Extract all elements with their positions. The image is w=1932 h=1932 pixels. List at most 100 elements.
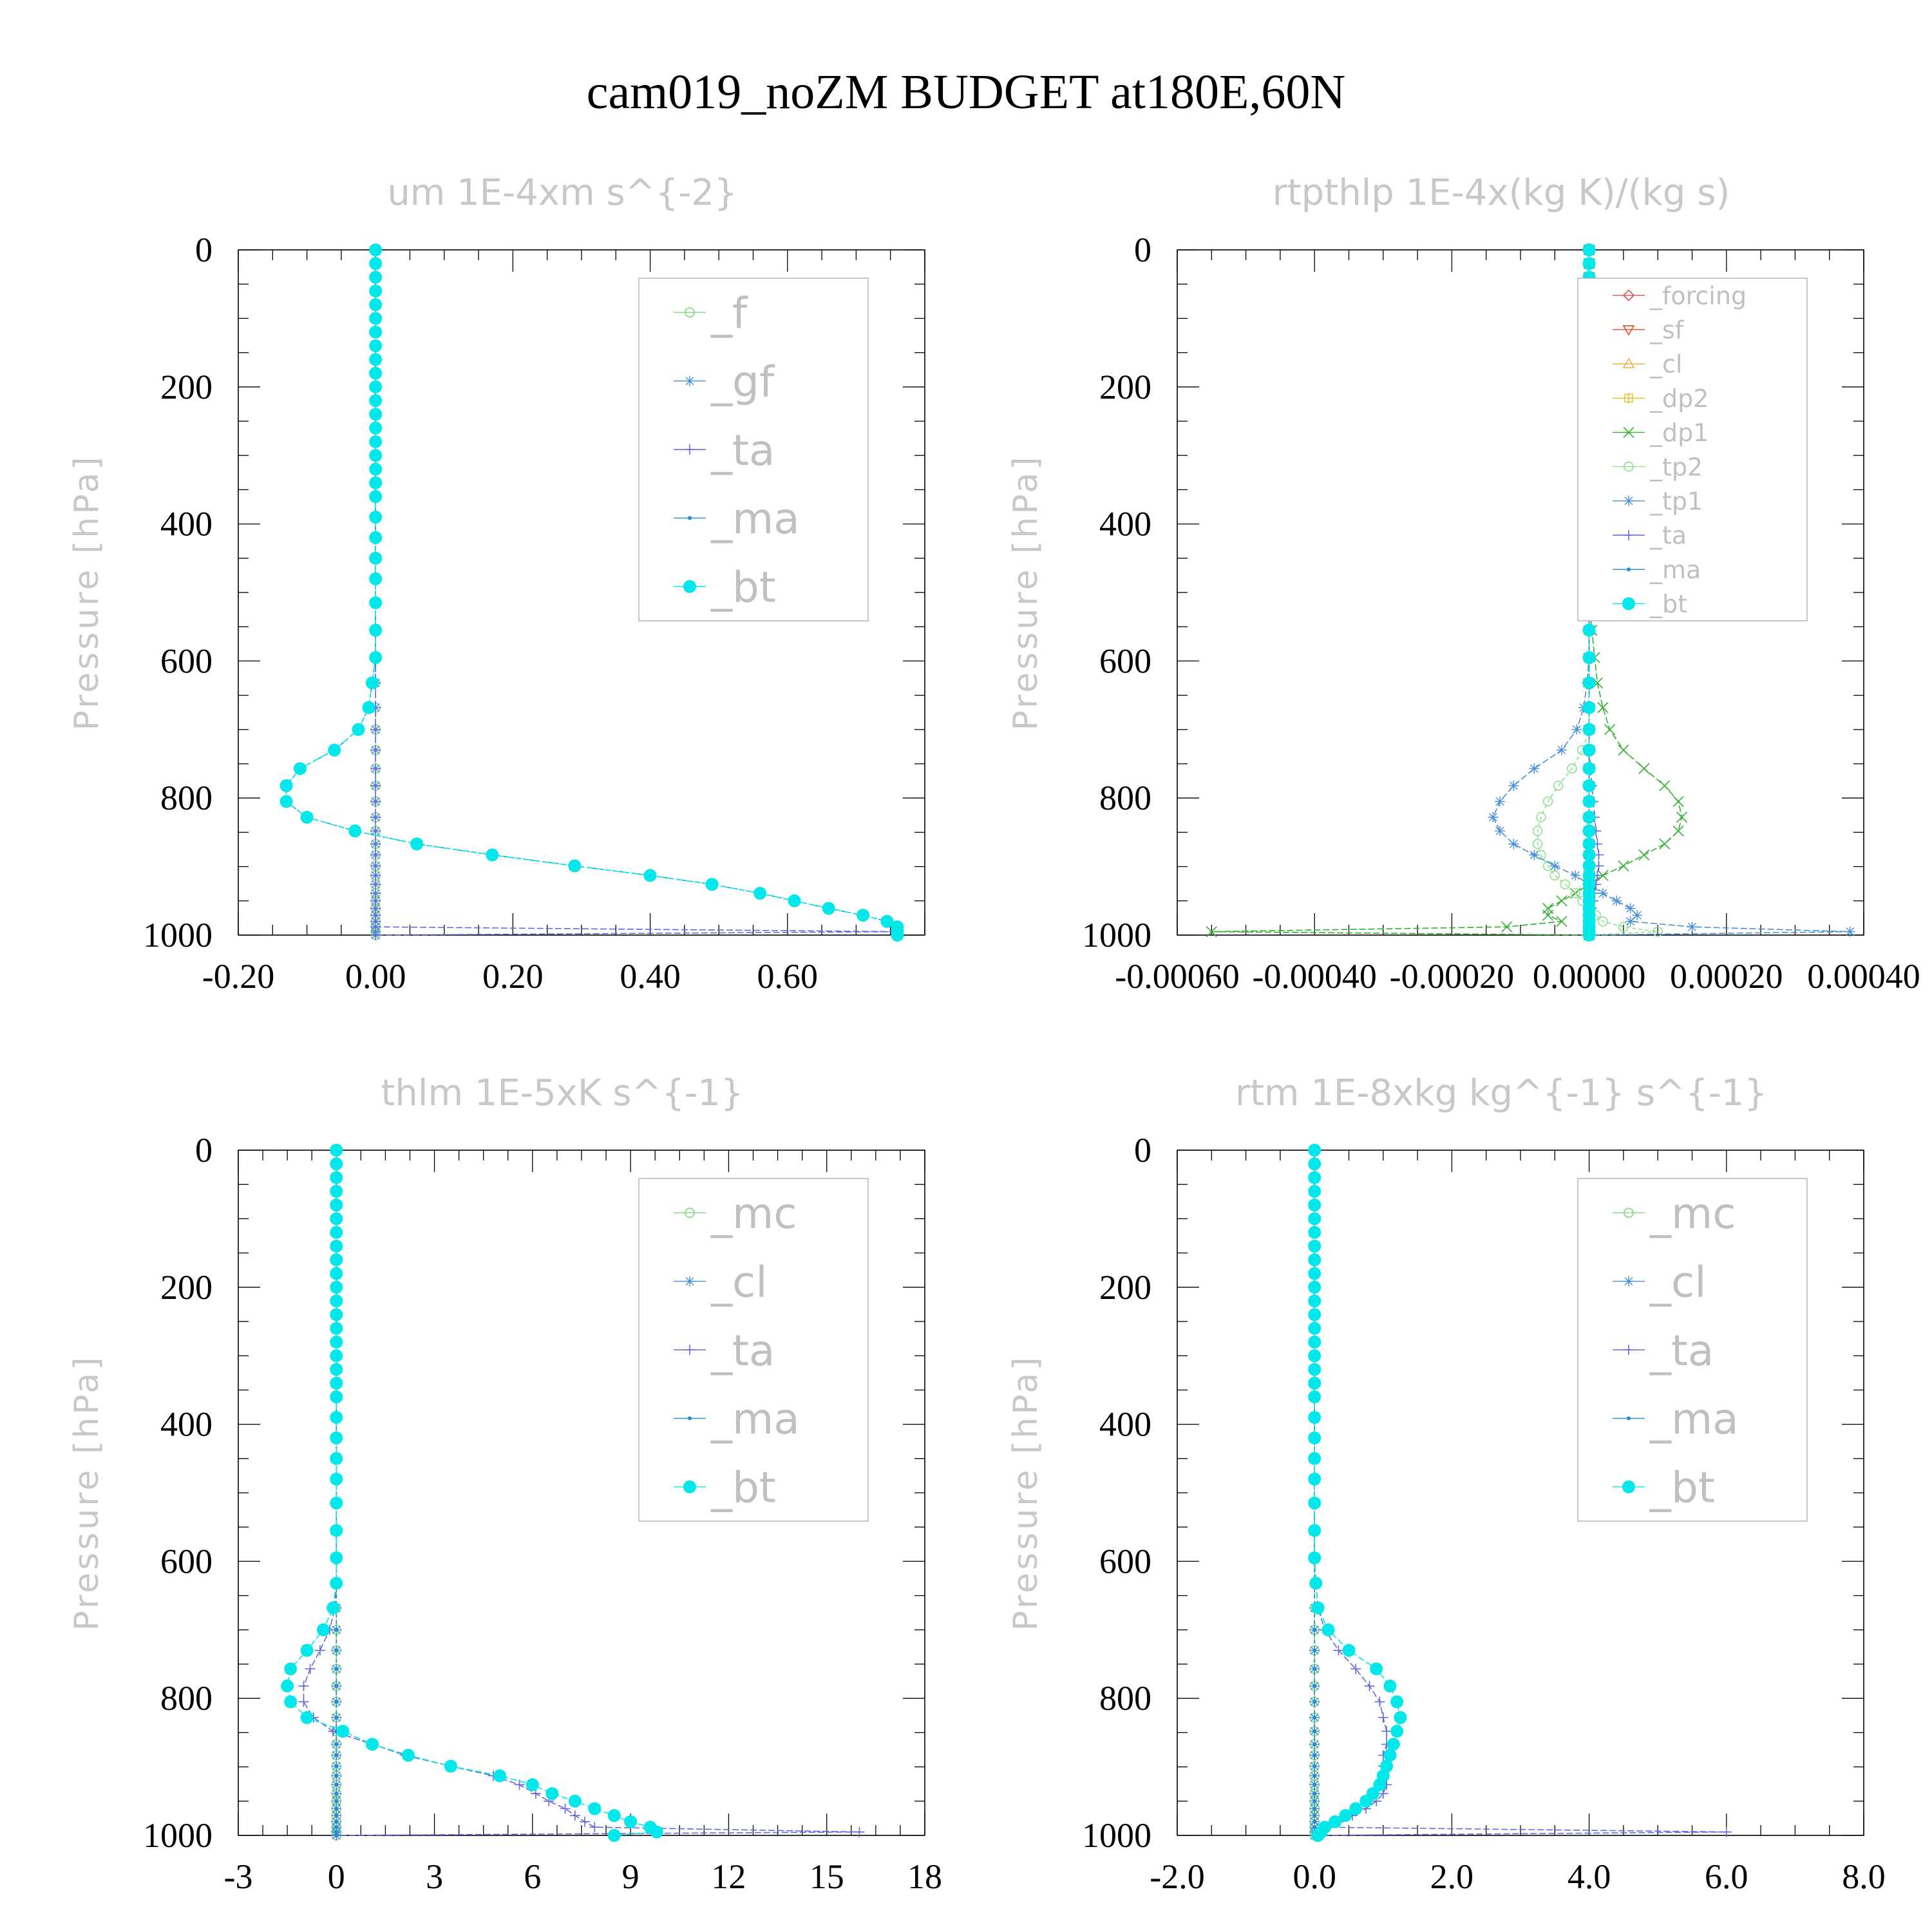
data-point [369, 510, 383, 524]
data-point [1312, 1825, 1317, 1830]
data-point [1687, 922, 1698, 933]
series-line [285, 250, 898, 935]
data-point [334, 1774, 339, 1778]
data-point [1308, 1144, 1321, 1157]
data-point [369, 408, 383, 421]
data-point [334, 1830, 339, 1834]
data-point [568, 1794, 582, 1808]
data-point [624, 1815, 638, 1828]
data-point [1618, 860, 1629, 872]
data-point [334, 1648, 339, 1653]
legend-marker [1624, 1345, 1634, 1355]
data-point [1549, 870, 1560, 881]
data-point [1659, 780, 1671, 791]
data-point [370, 930, 381, 940]
series-line [1537, 250, 1658, 936]
data-point [1312, 1819, 1317, 1824]
data-point [330, 1184, 343, 1198]
panel-3: thlm 1E-5xK s^{-1} Pressure [hPa] 0 200 400 6… [68, 1072, 942, 1896]
data-point [1394, 1710, 1407, 1724]
panel-title: um 1E-4xm s^{-2} [387, 172, 737, 214]
data-point [650, 1825, 663, 1839]
data-point [369, 243, 383, 256]
y-tick-label: 400 [160, 1405, 213, 1444]
data-point [1571, 724, 1582, 735]
data-point [1495, 826, 1506, 837]
data-point [369, 551, 383, 565]
y-tick-label: 200 [160, 1268, 213, 1307]
data-point [486, 848, 499, 862]
data-point [1582, 824, 1596, 838]
data-point [370, 744, 381, 755]
data-point [370, 860, 381, 871]
data-point [1582, 837, 1596, 851]
data-point [1597, 702, 1609, 714]
data-point [854, 1826, 865, 1837]
x-tick-label: 0.60 [757, 957, 819, 996]
data-point [279, 779, 293, 793]
data-point [607, 1829, 621, 1842]
legend-label: _tp1 [1649, 487, 1703, 515]
data-point [643, 869, 657, 882]
data-point [334, 1819, 339, 1824]
panel-2: rtpthlp 1E-4x(kg K)/(kg s) Pressure [hPa]… [1007, 172, 1920, 996]
data-point [330, 1253, 343, 1267]
data-point [1312, 1814, 1317, 1818]
data-point [1308, 1410, 1321, 1424]
legend-marker [688, 516, 692, 520]
data-point [1378, 1712, 1388, 1723]
legend-label: _mc [710, 1189, 797, 1238]
data-point [568, 859, 582, 873]
legend-label: _cl [1649, 350, 1682, 379]
data-point [1308, 1349, 1321, 1363]
data-point [1618, 744, 1629, 756]
y-tick-label: 400 [1099, 1405, 1151, 1444]
data-point [1312, 1627, 1317, 1632]
data-point [1378, 1788, 1388, 1799]
data-point [369, 596, 383, 609]
data-point [1373, 1778, 1387, 1792]
data-point [369, 651, 383, 665]
legend: _mc _cl _ta _ma _bt [638, 1178, 869, 1522]
data-point [1308, 1363, 1321, 1376]
data-point [334, 1806, 339, 1811]
data-point [1308, 1524, 1321, 1537]
data-point [1312, 1729, 1317, 1734]
data-point [1632, 910, 1643, 921]
x-tick-label: 4.0 [1567, 1857, 1611, 1896]
data-point [369, 623, 383, 637]
data-point [1582, 810, 1596, 824]
legend-marker [1627, 567, 1631, 572]
data-point [298, 1696, 309, 1707]
legend-marker [1622, 325, 1635, 336]
panel-title: thlm 1E-5xK s^{-1} [381, 1072, 743, 1114]
data-point [362, 701, 375, 714]
data-point [330, 1376, 343, 1390]
y-tick-label: 800 [160, 779, 213, 817]
data-point [1598, 916, 1608, 927]
y-tick-label: 0 [195, 231, 213, 269]
data-point [330, 1321, 343, 1335]
data-point [369, 531, 383, 544]
data-point [1582, 869, 1596, 882]
data-point [1206, 926, 1217, 938]
x-tick-label: -2.0 [1150, 1857, 1204, 1896]
y-tick-label: 600 [160, 641, 213, 680]
legend-box [1577, 278, 1808, 621]
series-line [1314, 1150, 1401, 1836]
data-point [1329, 1815, 1342, 1828]
data-point [1676, 811, 1688, 823]
data-point [369, 394, 383, 408]
legend-label: _ta [1649, 1326, 1714, 1376]
data-point [1349, 1802, 1363, 1815]
legend: _f _gf _ta _ma _bt [638, 278, 869, 621]
legend: _forcing _sf _cl _dp2 _dp1 _tp2 _tp1 _ta _ma _bt [1577, 278, 1808, 621]
y-tick-label: 600 [160, 1542, 213, 1580]
x-tick-label: 0.00000 [1533, 957, 1646, 996]
data-point [1308, 1452, 1321, 1465]
data-point [1549, 860, 1560, 871]
x-tick-label: -0.00060 [1115, 957, 1239, 996]
legend-marker [1624, 1208, 1634, 1218]
data-point [334, 1783, 339, 1787]
